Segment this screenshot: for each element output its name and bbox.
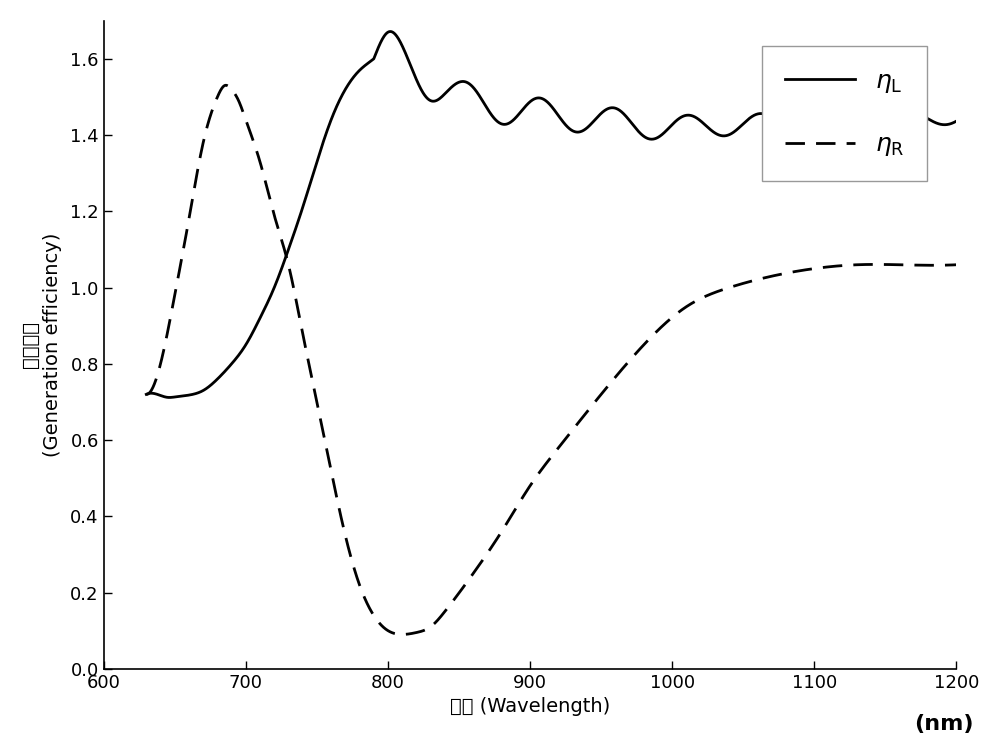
X-axis label: 波长 (Wavelength): 波长 (Wavelength) [450,698,610,716]
Legend: $\eta_\mathrm{L}$, $\eta_\mathrm{R}$: $\eta_\mathrm{L}$, $\eta_\mathrm{R}$ [762,46,927,181]
Text: (nm): (nm) [914,714,974,734]
Y-axis label: 激发效率
(Generation efficiency): 激发效率 (Generation efficiency) [21,232,62,457]
